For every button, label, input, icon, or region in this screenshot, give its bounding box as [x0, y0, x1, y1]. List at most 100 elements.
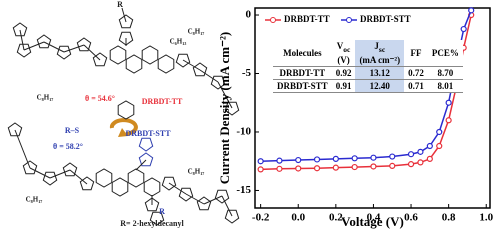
body: R C₆H₁₃ C₈H₁₇ C₈H₁₇ θ = 54.6° DRBDT-TT R–S θ = … — [7, 0, 494, 229]
x-tick-label: 0.0 — [291, 212, 305, 224]
inset-table: Molecules Voc (V) Jsc (mA cm⁻²) FF PCE% DRBDT-T… — [273, 40, 463, 93]
data-point — [468, 7, 475, 14]
table-cell: 13.12 — [355, 66, 405, 80]
bond — [83, 44, 101, 61]
ring — [149, 211, 165, 226]
data-point — [257, 158, 264, 165]
y-tick-label: 0 — [246, 9, 252, 21]
diagram-label: C₆H₁₃ — [170, 38, 187, 46]
bond — [182, 59, 201, 71]
ring — [79, 176, 95, 191]
header-cell: Molecules — [273, 40, 332, 67]
data-point — [370, 163, 377, 170]
legend-marker — [270, 17, 276, 23]
ring — [109, 45, 127, 65]
plot-frame — [254, 7, 491, 209]
y-tick-label: -10 — [236, 126, 251, 138]
x-tick-label: 1.0 — [479, 212, 493, 224]
legend-label: DRBDT-STT — [360, 14, 411, 24]
bond — [23, 41, 45, 51]
ring — [138, 137, 154, 152]
diagram-label: DRBDT-TT — [142, 97, 183, 106]
ring — [127, 168, 145, 188]
header-cell: FF — [404, 40, 428, 67]
ring — [92, 52, 108, 67]
unit: (mA cm⁻²) — [359, 54, 401, 65]
ring — [143, 177, 161, 197]
arrow-head — [118, 128, 128, 137]
diagram-label: R — [117, 0, 123, 9]
ring — [141, 45, 159, 65]
table-row: DRBDT-TT 0.92 13.12 0.72 8.70 — [273, 66, 463, 80]
series-line — [260, 14, 472, 171]
data-point — [426, 142, 433, 150]
data-point — [417, 148, 424, 155]
bond — [168, 182, 187, 195]
table-cell: 8.01 — [427, 79, 463, 93]
ring — [224, 209, 240, 224]
ring — [36, 34, 52, 49]
bond — [43, 41, 65, 53]
data-point — [257, 166, 264, 173]
x-tick-label: 0.6 — [404, 212, 418, 224]
bond — [221, 195, 233, 217]
header-row: Molecules Voc (V) Jsc (mA cm⁻²) FF PCE% — [273, 40, 463, 67]
header-cell: Jsc (mA cm⁻²) — [355, 40, 405, 67]
bond — [121, 7, 127, 23]
data-point — [417, 159, 424, 166]
ring — [7, 122, 23, 137]
ring — [111, 177, 129, 197]
x-tick-label: 0.4 — [367, 212, 381, 224]
data-point — [313, 165, 321, 172]
diagram-label: DRBDT-STT — [125, 129, 171, 138]
ring — [16, 43, 32, 58]
diagram-label: R — [159, 207, 165, 216]
diagram-label: R= 2-hexyldecanyl — [120, 219, 184, 228]
bond — [203, 195, 223, 205]
ring — [196, 196, 212, 211]
table-cell: 0.72 — [404, 66, 428, 80]
ring — [157, 54, 175, 74]
y-tick-label: -5 — [242, 67, 252, 79]
bond — [185, 193, 205, 205]
data-point — [370, 154, 377, 161]
x-tick-label: -0.2 — [252, 212, 270, 224]
data-point — [426, 155, 433, 162]
bond — [63, 44, 85, 53]
data-point — [407, 151, 415, 158]
ring — [118, 31, 134, 46]
legend-label: DRBDT-TT — [284, 14, 330, 24]
ring — [118, 14, 134, 29]
ring — [76, 37, 92, 52]
bond — [69, 169, 88, 185]
x-tick-label: 0.8 — [442, 212, 456, 224]
ring — [192, 62, 208, 77]
bond — [14, 129, 31, 169]
table-cell: DRBDT-STT — [273, 79, 332, 93]
diagram-label: θ = 54.6° — [85, 94, 115, 103]
ring — [22, 160, 38, 175]
ring — [56, 45, 72, 60]
table-row: DRBDT-STT 0.91 12.40 0.71 8.01 — [273, 79, 463, 93]
data-point — [351, 155, 358, 162]
ring — [117, 100, 135, 120]
data-point — [351, 163, 358, 171]
y-axis-label: Current Density (mA cm⁻²) — [217, 32, 232, 184]
bond — [217, 81, 233, 109]
bond — [19, 29, 25, 51]
bond — [49, 169, 71, 179]
diagram-label: θ = 58.2° — [53, 142, 83, 151]
page: {"chart_data": {"type": "line", "xlabel"… — [7, 0, 494, 229]
subscript: oc — [343, 44, 351, 54]
data-point — [332, 164, 339, 171]
data-point — [389, 162, 396, 169]
x-axis-label: Voltage (V) — [341, 214, 404, 229]
data-point — [276, 157, 283, 164]
ring — [178, 187, 194, 202]
data-point — [460, 25, 467, 33]
bond — [199, 69, 219, 83]
legend-marker — [346, 17, 352, 23]
table-cell: 12.40 — [355, 79, 405, 93]
diagram-label: C₈H₁₇ — [26, 196, 43, 204]
